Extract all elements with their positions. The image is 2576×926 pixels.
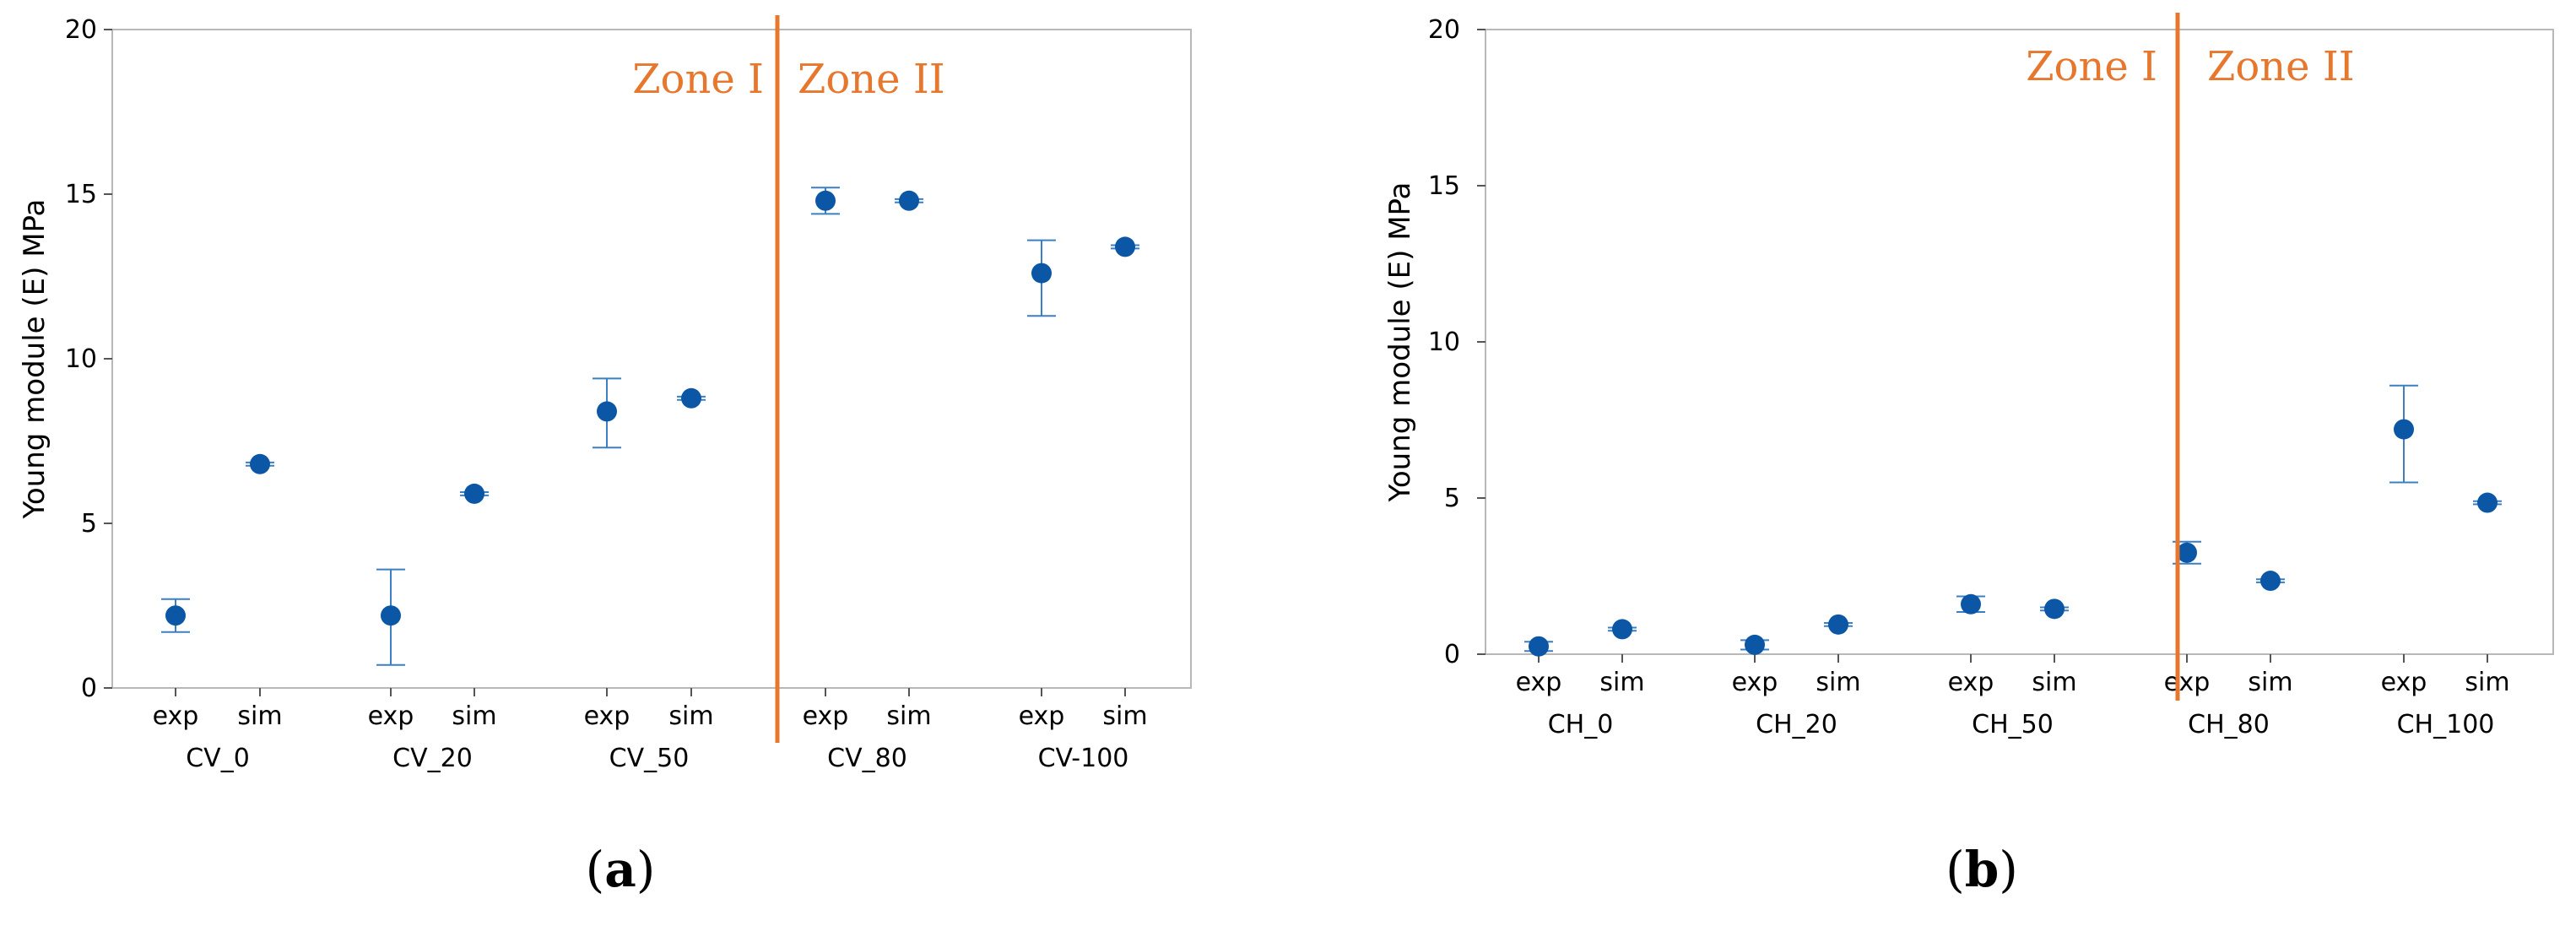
- data-point: [1828, 614, 1848, 635]
- y-tick-label: 20: [65, 15, 97, 45]
- data-point: [250, 453, 270, 474]
- data-point: [2177, 542, 2197, 563]
- y-tick-label: 0: [1444, 640, 1460, 669]
- x-group-label: CH_0: [1548, 710, 1614, 739]
- y-axis-label: Young module (E) MPa: [1383, 182, 1417, 503]
- y-tick-label: 5: [1444, 484, 1460, 513]
- y-tick-label: 10: [65, 344, 97, 374]
- zone-label: Zone II: [798, 56, 945, 103]
- data-point: [1612, 619, 1632, 640]
- x-category-label: sim: [886, 701, 931, 731]
- x-group-label: CH_20: [1756, 710, 1837, 739]
- x-category-label: exp: [1948, 668, 1994, 697]
- data-point: [2260, 571, 2281, 592]
- x-group-label: CV-100: [1038, 744, 1129, 773]
- x-category-label: exp: [1019, 701, 1065, 731]
- chart-panel-b: 0 5 10 15 20 Young module (E) MPa exp sim CH_0 ex…: [1383, 13, 2554, 898]
- y-tick-label: 15: [65, 180, 97, 209]
- x-category-label: sim: [237, 701, 282, 731]
- data-point: [2394, 419, 2414, 440]
- y-tick-label: 15: [1428, 171, 1460, 201]
- panel-label: (b): [1946, 841, 2018, 898]
- x-category-label: exp: [1732, 668, 1778, 697]
- data-point: [2477, 492, 2498, 513]
- x-category-label: sim: [452, 701, 496, 731]
- x-category-label: sim: [668, 701, 713, 731]
- chart-panel-a: 0 5 10 15 20 Young module (E) MPa exp sim CV_0 ex…: [18, 15, 1192, 898]
- x-category-label: sim: [2032, 668, 2076, 697]
- x-category-label: exp: [153, 701, 199, 731]
- x-category-label: sim: [2465, 668, 2509, 697]
- data-point: [597, 401, 617, 422]
- x-category-label: exp: [2164, 668, 2211, 697]
- x-category-label: sim: [1816, 668, 1860, 697]
- y-tick-label: 0: [81, 674, 97, 703]
- x-category-label: exp: [2381, 668, 2427, 697]
- x-group-label: CH_100: [2397, 710, 2495, 739]
- data-point: [681, 387, 701, 409]
- panel-label: (a): [586, 841, 656, 898]
- x-group-label: CH_80: [2188, 710, 2270, 739]
- y-tick-label: 5: [81, 509, 97, 539]
- y-axis-label: Young module (E) MPa: [18, 199, 51, 520]
- x-category-label: exp: [368, 701, 414, 731]
- data-point: [899, 190, 919, 211]
- y-tick-label: 10: [1428, 328, 1460, 357]
- data-point: [381, 605, 401, 626]
- data-point: [2044, 598, 2065, 620]
- data-point: [1529, 636, 1549, 657]
- x-group-label: CH_50: [1972, 710, 2054, 739]
- data-point: [815, 190, 836, 211]
- data-point: [1745, 634, 1765, 655]
- x-group-label: CV_80: [827, 744, 907, 773]
- x-category-label: sim: [1102, 701, 1147, 731]
- zone-label: Zone II: [2207, 43, 2355, 90]
- x-category-label: exp: [803, 701, 849, 731]
- y-tick-label: 20: [1428, 15, 1460, 45]
- data-point: [464, 483, 484, 504]
- plot-frame: [1485, 29, 2554, 655]
- zone-label: Zone I: [2026, 43, 2157, 90]
- data-point: [1031, 263, 1052, 284]
- data-point: [165, 605, 186, 626]
- x-category-label: exp: [1516, 668, 1562, 697]
- x-category-label: sim: [1599, 668, 1644, 697]
- x-category-label: exp: [584, 701, 630, 731]
- x-group-label: CV_20: [392, 744, 473, 773]
- x-category-label: sim: [2248, 668, 2292, 697]
- x-group-label: CV_0: [186, 744, 250, 773]
- data-point: [1961, 593, 1981, 615]
- zone-label: Zone I: [632, 56, 764, 103]
- x-group-label: CV_50: [609, 744, 690, 773]
- plot-frame: [111, 29, 1192, 689]
- data-point: [1115, 236, 1135, 257]
